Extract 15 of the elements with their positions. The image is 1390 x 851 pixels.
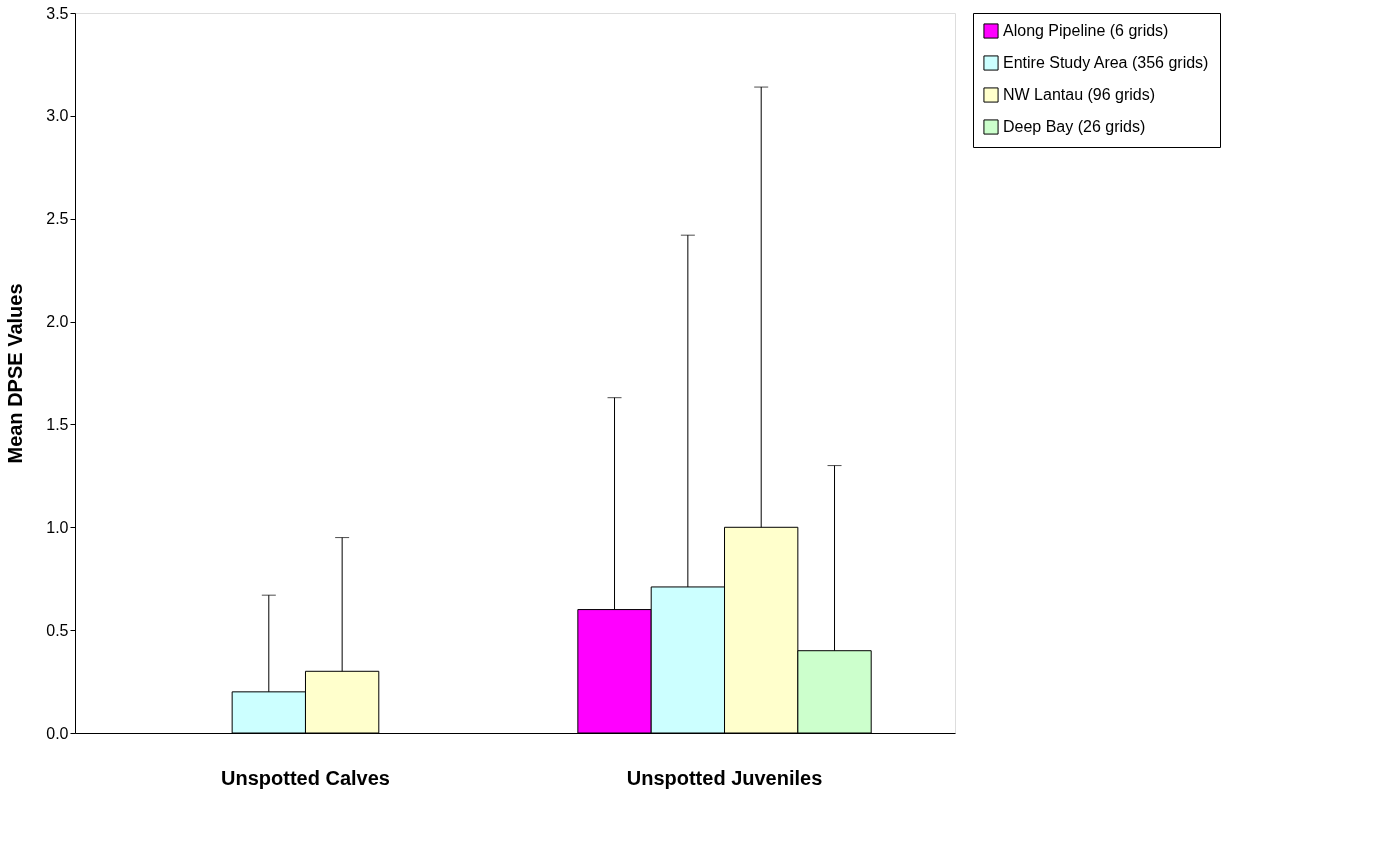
y-tick-label: 3.0 <box>46 107 69 125</box>
legend-label: Entire Study Area (356 grids) <box>1003 54 1209 71</box>
y-tick-label: 0.0 <box>46 724 69 742</box>
legend-label: Along Pipeline (6 grids) <box>1003 22 1169 39</box>
legend-label: NW Lantau (96 grids) <box>1003 86 1156 103</box>
y-tick-label: 2.5 <box>46 210 69 228</box>
y-tick-label: 1.0 <box>46 518 69 536</box>
y-tick-label: 1.5 <box>46 415 69 433</box>
x-tick-label: Unspotted Calves <box>221 766 390 789</box>
y-tick-label: 2.0 <box>46 313 69 331</box>
y-tick-label: 3.5 <box>46 4 69 22</box>
y-axis-title: Mean DPSE Values <box>4 283 27 464</box>
legend-label: Deep Bay (26 grids) <box>1003 118 1146 135</box>
x-tick-label: Unspotted Juveniles <box>626 766 823 789</box>
y-tick-label: 0.5 <box>46 621 69 639</box>
